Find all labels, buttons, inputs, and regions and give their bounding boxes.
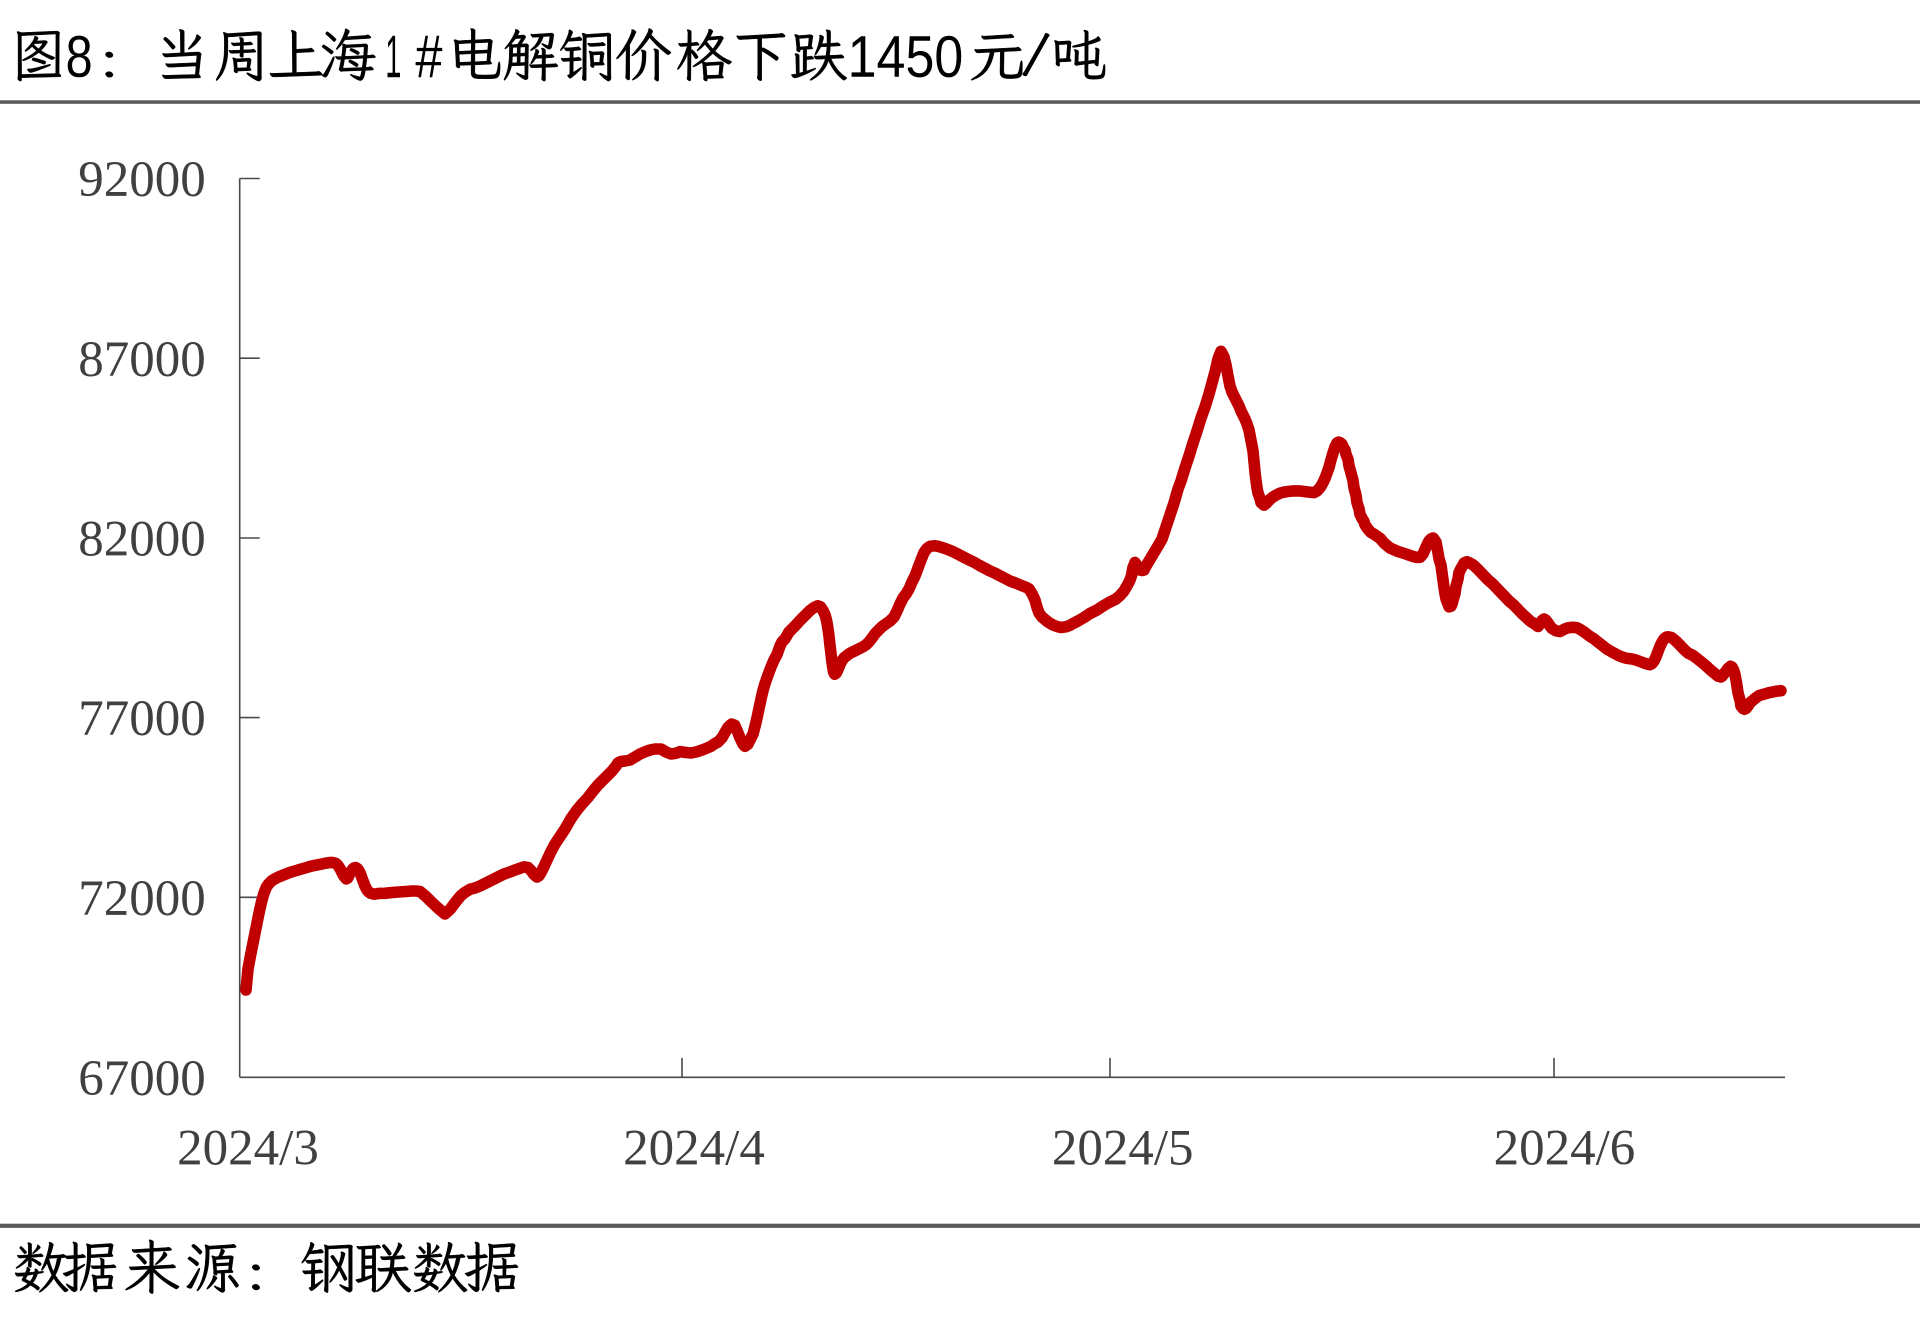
svg-text:2024/4: 2024/4 (623, 1121, 765, 1177)
svg-text:67000: 67000 (78, 1051, 206, 1107)
svg-text:2024/6: 2024/6 (1494, 1121, 1636, 1177)
svg-text:2024/5: 2024/5 (1052, 1121, 1194, 1177)
svg-text:77000: 77000 (78, 691, 206, 747)
svg-text:87000: 87000 (78, 332, 206, 388)
svg-text:82000: 82000 (78, 512, 206, 568)
svg-text:2024/3: 2024/3 (177, 1121, 319, 1177)
svg-text:72000: 72000 (78, 871, 206, 927)
svg-text:92000: 92000 (78, 152, 206, 208)
